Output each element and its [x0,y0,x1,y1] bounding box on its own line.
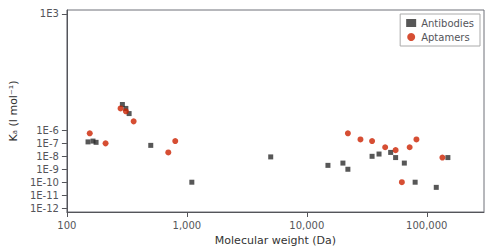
svg-text:1E-7: 1E-7 [36,138,59,149]
svg-text:Aptamers: Aptamers [421,32,469,43]
svg-text:100,000: 100,000 [406,220,447,231]
svg-text:Antibodies: Antibodies [421,18,474,29]
svg-text:10,000: 10,000 [289,220,324,231]
svg-text:100: 100 [57,220,76,231]
svg-text:1,000: 1,000 [173,220,202,231]
svg-text:1E-12: 1E-12 [30,203,59,214]
svg-text:1E-11: 1E-11 [30,190,59,201]
svg-text:1E-8: 1E-8 [36,151,59,162]
svg-text:1E-6: 1E-6 [36,125,59,136]
svg-text:Molecular weight (Da): Molecular weight (Da) [215,234,336,247]
svg-text:1E-10: 1E-10 [30,177,59,188]
svg-text:1E3: 1E3 [40,8,59,19]
svg-text:Kₐ (l mol⁻¹): Kₐ (l mol⁻¹) [7,81,20,142]
svg-text:1E-9: 1E-9 [36,164,59,175]
